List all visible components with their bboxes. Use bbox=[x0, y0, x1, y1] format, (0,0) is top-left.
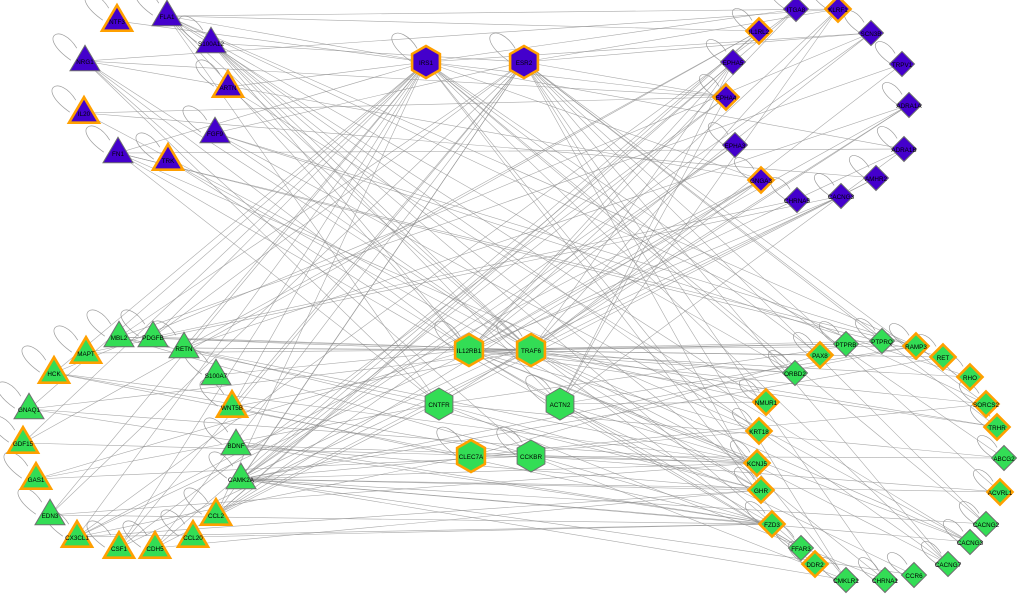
svg-text:PAX8: PAX8 bbox=[812, 353, 828, 360]
svg-text:CX3CL1: CX3CL1 bbox=[65, 535, 89, 542]
svg-text:IL12RB1: IL12RB1 bbox=[457, 348, 482, 355]
svg-text:CDH5: CDH5 bbox=[146, 546, 164, 553]
svg-text:NRG1: NRG1 bbox=[76, 59, 94, 66]
svg-text:EPHA5: EPHA5 bbox=[723, 60, 744, 67]
svg-text:FLA1: FLA1 bbox=[159, 14, 175, 21]
svg-text:GAS1: GAS1 bbox=[28, 477, 45, 484]
svg-text:S100A12: S100A12 bbox=[198, 41, 224, 48]
svg-text:AMHR2: AMHR2 bbox=[865, 176, 888, 183]
svg-text:ACTN2: ACTN2 bbox=[550, 402, 571, 409]
svg-text:TRHR: TRHR bbox=[988, 425, 1006, 432]
svg-text:CACNG3: CACNG3 bbox=[957, 540, 984, 547]
svg-text:HCK: HCK bbox=[47, 371, 61, 378]
svg-text:S100A7: S100A7 bbox=[205, 373, 228, 380]
svg-text:GNGA3: GNGA3 bbox=[750, 178, 773, 185]
svg-text:TRK: TRK bbox=[162, 158, 175, 165]
svg-text:RHO: RHO bbox=[963, 375, 977, 382]
svg-text:CHRNA5: CHRNA5 bbox=[784, 198, 810, 205]
svg-text:DDR2: DDR2 bbox=[806, 562, 824, 569]
svg-text:GNAQ1: GNAQ1 bbox=[18, 407, 41, 414]
svg-text:ARTN: ARTN bbox=[219, 85, 236, 92]
svg-text:CACNG7: CACNG7 bbox=[935, 562, 962, 569]
svg-text:PDGFB: PDGFB bbox=[142, 335, 164, 342]
svg-text:CCR6: CCR6 bbox=[905, 573, 923, 580]
svg-text:FZD3: FZD3 bbox=[764, 522, 780, 529]
svg-text:RAMP3: RAMP3 bbox=[905, 344, 927, 351]
svg-text:FGF9: FGF9 bbox=[207, 131, 224, 138]
svg-text:ACVRL1: ACVRL1 bbox=[988, 490, 1013, 497]
svg-text:KLRF1: KLRF1 bbox=[828, 7, 848, 14]
svg-text:TRPV1: TRPV1 bbox=[892, 62, 913, 69]
svg-text:ADRA1A: ADRA1A bbox=[896, 103, 922, 110]
svg-text:KRT18: KRT18 bbox=[749, 429, 769, 436]
svg-text:PTPRQ: PTPRQ bbox=[871, 339, 893, 346]
svg-text:FFAR3: FFAR3 bbox=[791, 546, 811, 553]
svg-text:RETN: RETN bbox=[175, 346, 193, 353]
svg-text:NTF3: NTF3 bbox=[109, 19, 125, 26]
svg-text:FN1: FN1 bbox=[112, 151, 124, 158]
svg-text:IL1RL2: IL1RL2 bbox=[749, 29, 770, 36]
svg-text:MAPT: MAPT bbox=[77, 351, 95, 358]
svg-text:IL20: IL20 bbox=[78, 111, 91, 118]
svg-text:CHRNA1: CHRNA1 bbox=[872, 578, 898, 585]
svg-text:KCNJ5: KCNJ5 bbox=[747, 461, 767, 468]
svg-text:GHR: GHR bbox=[754, 488, 768, 495]
svg-text:ESR2: ESR2 bbox=[516, 60, 533, 67]
svg-text:CCL2: CCL2 bbox=[208, 513, 225, 520]
svg-text:CNTFR: CNTFR bbox=[428, 402, 450, 409]
svg-text:EDN3: EDN3 bbox=[42, 513, 59, 520]
svg-text:CACNG3: CACNG3 bbox=[828, 194, 855, 201]
svg-text:TRAF6: TRAF6 bbox=[521, 348, 541, 355]
svg-text:CACNG2: CACNG2 bbox=[973, 522, 1000, 529]
svg-text:GDF15: GDF15 bbox=[13, 441, 34, 448]
svg-text:PTPRB: PTPRB bbox=[836, 342, 857, 349]
svg-text:CSF1: CSF1 bbox=[111, 546, 128, 553]
svg-text:CAMK2A: CAMK2A bbox=[228, 477, 255, 484]
svg-text:IRS1: IRS1 bbox=[419, 60, 433, 67]
svg-text:EPHA4: EPHA4 bbox=[716, 95, 737, 102]
svg-text:ITGA8: ITGA8 bbox=[787, 7, 806, 14]
svg-text:EPHA3: EPHA3 bbox=[725, 143, 746, 150]
svg-text:CCL20: CCL20 bbox=[183, 535, 203, 542]
svg-text:ADRA1B: ADRA1B bbox=[891, 147, 916, 154]
svg-text:NMUR1: NMUR1 bbox=[755, 400, 778, 407]
svg-text:ORBD2: ORBD2 bbox=[784, 371, 806, 378]
svg-text:ABCG2: ABCG2 bbox=[993, 456, 1015, 463]
svg-text:SORCS2: SORCS2 bbox=[973, 402, 999, 409]
svg-text:BDNF: BDNF bbox=[227, 443, 244, 450]
svg-text:SCN3B: SCN3B bbox=[861, 31, 882, 38]
svg-text:CMKLR1: CMKLR1 bbox=[833, 578, 859, 585]
svg-text:RET: RET bbox=[937, 355, 950, 362]
svg-text:MBL2: MBL2 bbox=[111, 335, 128, 342]
svg-text:CCKBR: CCKBR bbox=[520, 454, 542, 461]
svg-text:WNT5B: WNT5B bbox=[221, 405, 243, 412]
svg-text:CLEC7A: CLEC7A bbox=[459, 454, 484, 461]
